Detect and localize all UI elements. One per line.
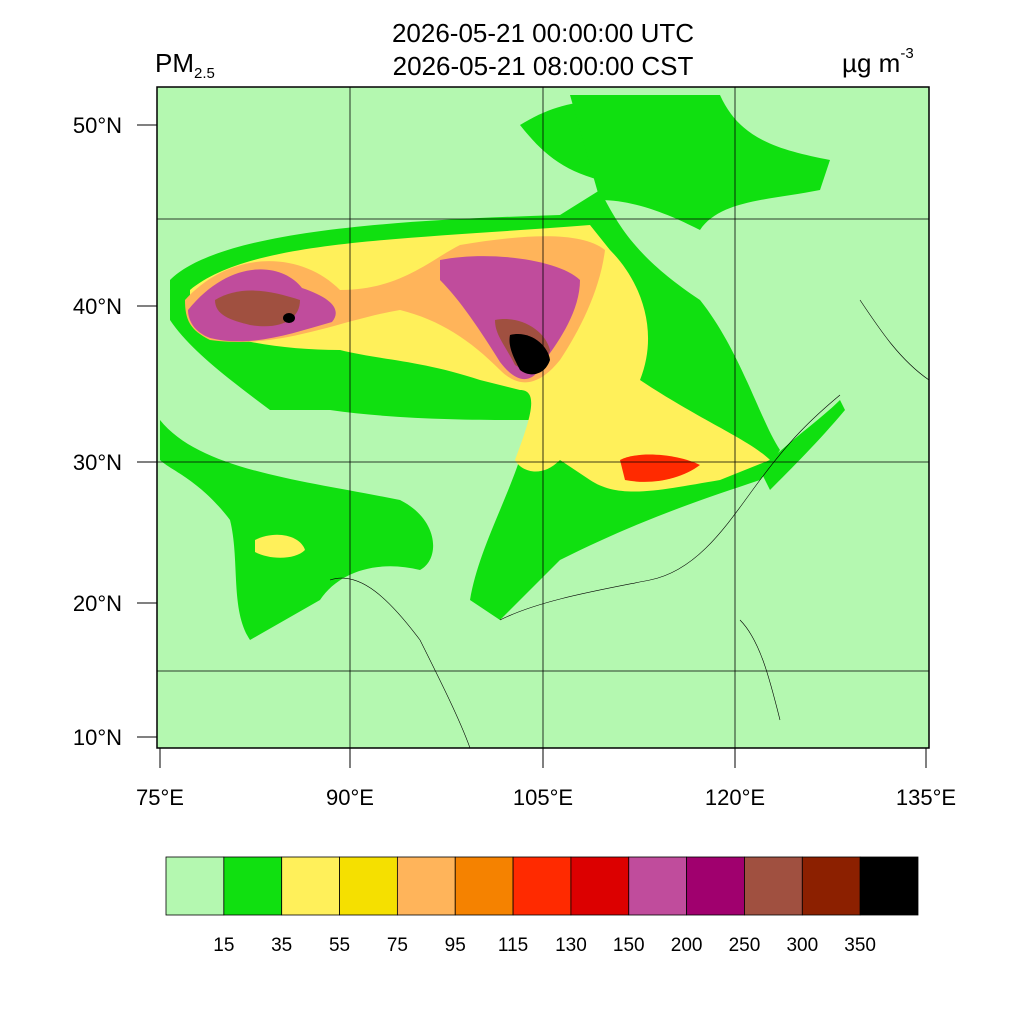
lon-label: 135°E [896, 785, 956, 810]
colorbar-box [512, 856, 572, 916]
unit-label: µg m-3 [842, 45, 914, 78]
colorbar: 15 35 55 75 95 115 130 150 200 250 300 350 [165, 856, 919, 956]
colorbar-box [628, 856, 688, 916]
lon-label: 105°E [513, 785, 573, 810]
colorbar-box [570, 856, 630, 916]
colorbar-label: 200 [671, 935, 703, 956]
variable: PM [155, 48, 194, 78]
lon-label: 120°E [705, 785, 765, 810]
plume [215, 290, 300, 327]
colorbar-box [223, 856, 283, 916]
title-utc: 2026-05-21 00:00:00 UTC [392, 18, 694, 48]
colorbar-label: 15 [213, 935, 234, 956]
colorbar-box [454, 856, 514, 916]
lat-label: 30°N [73, 450, 122, 475]
colorbar-box [339, 856, 398, 916]
graticule [157, 87, 929, 748]
plume [160, 420, 434, 640]
title-local: 2026-05-21 08:00:00 CST [393, 51, 694, 81]
coastline [329, 299, 929, 748]
colorbar-label: 130 [555, 935, 587, 956]
lat-label: 20°N [73, 591, 122, 616]
lat-axis: 50°N 40°N 30°N 20°N 10°N [73, 113, 157, 750]
colorbar-label: 75 [387, 935, 408, 956]
colorbar-label: 95 [445, 935, 466, 956]
colorbar-box [281, 856, 340, 916]
plume [570, 95, 830, 230]
colorbar-label: 35 [271, 935, 292, 956]
variable-subscript: 2.5 [194, 65, 215, 82]
plume [283, 313, 295, 323]
plume [760, 400, 845, 490]
colorbar-box [801, 856, 861, 916]
unit: µg m [842, 48, 900, 78]
lat-label: 40°N [73, 294, 122, 319]
lon-label: 90°E [326, 785, 374, 810]
lat-label: 10°N [73, 725, 122, 750]
colorbar-box [744, 856, 803, 916]
map-area [157, 87, 929, 748]
plume [255, 534, 305, 558]
colorbar-label: 150 [613, 935, 645, 956]
colorbar-label: 55 [329, 935, 350, 956]
plume [620, 454, 700, 482]
colorbar-label: 350 [844, 935, 876, 956]
lon-axis: 75°E 90°E 105°E 120°E 135°E [136, 748, 956, 810]
colorbar-box [686, 856, 745, 916]
colorbar-label: 250 [729, 935, 761, 956]
unit-superscript: -3 [900, 45, 913, 62]
colorbar-box [859, 856, 919, 916]
colorbar-box [165, 856, 225, 916]
lat-label: 50°N [73, 113, 122, 138]
plume [509, 334, 550, 375]
colorbar-label: 115 [498, 935, 528, 956]
lon-label: 75°E [136, 785, 184, 810]
colorbar-label: 300 [786, 935, 818, 956]
variable-label: PM2.5 [155, 48, 215, 82]
colorbar-box [396, 856, 456, 916]
